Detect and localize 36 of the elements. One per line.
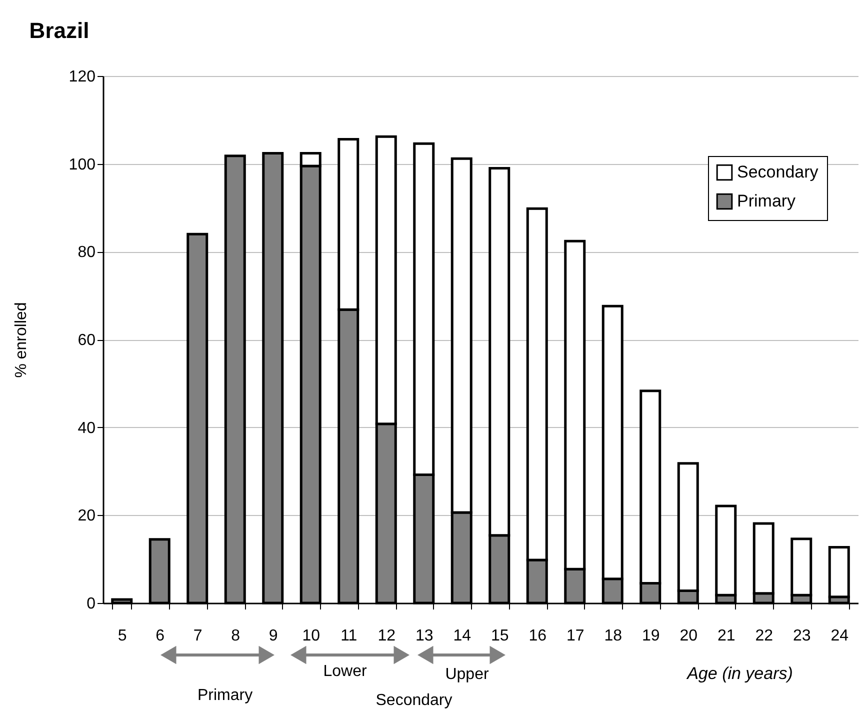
legend-label: Primary bbox=[737, 192, 796, 210]
x-tick-label: 13 bbox=[415, 628, 434, 644]
x-tick-label: 21 bbox=[717, 628, 736, 644]
y-tick-label: 100 bbox=[68, 156, 96, 174]
chart-title: Brazil bbox=[29, 18, 90, 43]
y-axis-title: % enrolled bbox=[12, 302, 30, 378]
y-tick-label: 20 bbox=[78, 508, 96, 525]
x-tick-label: 23 bbox=[792, 628, 811, 644]
x-tick-label: 19 bbox=[642, 628, 660, 644]
x-tick-label: 7 bbox=[193, 628, 202, 644]
text: Secondary bbox=[376, 692, 452, 709]
y-tick-label: 40 bbox=[78, 420, 96, 437]
text: Lower bbox=[323, 663, 368, 680]
x-tick-label: 22 bbox=[755, 628, 774, 644]
text: Upper bbox=[445, 666, 490, 683]
x-tick-label: 15 bbox=[490, 628, 509, 644]
y-tick-label: 80 bbox=[78, 244, 96, 262]
x-tick-label: 12 bbox=[378, 628, 396, 644]
x-axis-title: Age (in years) bbox=[686, 664, 793, 683]
x-tick-label: 6 bbox=[156, 628, 165, 644]
x-tick-label: 11 bbox=[340, 628, 358, 644]
y-tick-label: 60 bbox=[78, 332, 96, 349]
x-tick-label: 24 bbox=[830, 628, 849, 644]
x-tick-label: 10 bbox=[302, 628, 320, 644]
y-tick-label: 0 bbox=[86, 596, 96, 612]
x-tick-label: 9 bbox=[268, 628, 278, 644]
x-tick-label: 5 bbox=[118, 628, 127, 644]
text: Primary bbox=[197, 687, 253, 704]
legend-label: Secondary bbox=[737, 162, 819, 182]
x-tick-label: 17 bbox=[566, 628, 584, 644]
x-tick-label: 16 bbox=[528, 628, 547, 644]
x-tick-label: 18 bbox=[604, 628, 622, 644]
y-tick-label: 120 bbox=[68, 68, 96, 86]
x-tick-label: 14 bbox=[453, 628, 472, 644]
x-tick-label: 20 bbox=[680, 628, 698, 644]
x-tick-label: 8 bbox=[231, 628, 240, 644]
